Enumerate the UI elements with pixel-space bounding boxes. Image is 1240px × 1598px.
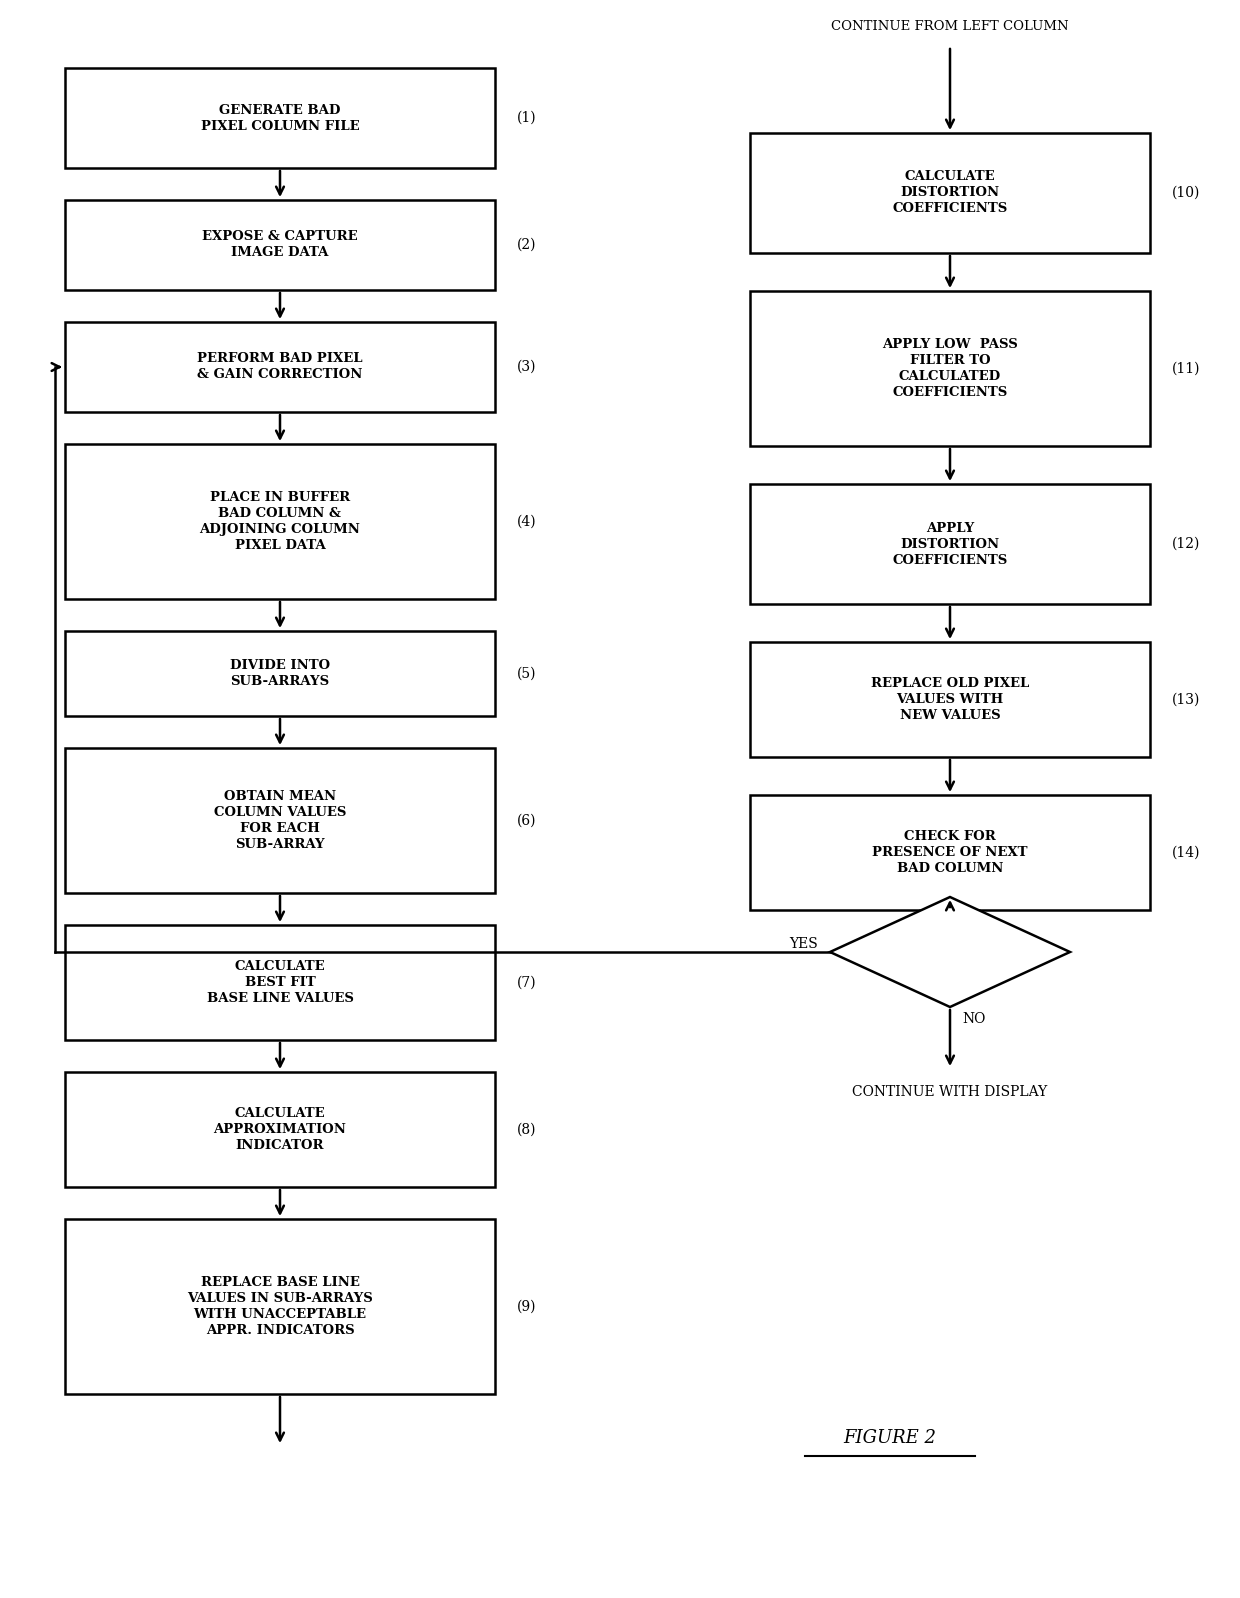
FancyBboxPatch shape	[750, 642, 1149, 757]
Text: PERFORM BAD PIXEL
& GAIN CORRECTION: PERFORM BAD PIXEL & GAIN CORRECTION	[197, 353, 363, 382]
Text: (13): (13)	[1172, 692, 1200, 706]
FancyBboxPatch shape	[750, 133, 1149, 252]
Text: (3): (3)	[517, 360, 537, 374]
Text: (8): (8)	[517, 1122, 537, 1136]
Text: APPLY LOW  PASS
FILTER TO
CALCULATED
COEFFICIENTS: APPLY LOW PASS FILTER TO CALCULATED COEF…	[882, 339, 1018, 400]
Text: OBTAIN MEAN
COLUMN VALUES
FOR EACH
SUB-ARRAY: OBTAIN MEAN COLUMN VALUES FOR EACH SUB-A…	[213, 789, 346, 852]
Text: (11): (11)	[1172, 361, 1200, 376]
FancyBboxPatch shape	[64, 69, 495, 168]
Text: CHECK FOR
PRESENCE OF NEXT
BAD COLUMN: CHECK FOR PRESENCE OF NEXT BAD COLUMN	[872, 829, 1028, 876]
Polygon shape	[830, 896, 1070, 1007]
Text: (4): (4)	[517, 515, 537, 529]
Text: (6): (6)	[517, 813, 537, 828]
FancyBboxPatch shape	[750, 794, 1149, 909]
Text: CALCULATE
APPROXIMATION
INDICATOR: CALCULATE APPROXIMATION INDICATOR	[213, 1107, 346, 1152]
Text: (1): (1)	[517, 110, 537, 125]
Text: (7): (7)	[517, 975, 537, 989]
FancyBboxPatch shape	[64, 631, 495, 716]
Text: (9): (9)	[517, 1299, 537, 1314]
Text: (5): (5)	[517, 666, 537, 681]
FancyBboxPatch shape	[64, 444, 495, 599]
Text: (10): (10)	[1172, 185, 1200, 200]
FancyBboxPatch shape	[64, 748, 495, 893]
FancyBboxPatch shape	[750, 484, 1149, 604]
Text: (14): (14)	[1172, 845, 1200, 860]
Text: CONTINUE WITH DISPLAY: CONTINUE WITH DISPLAY	[852, 1085, 1048, 1099]
Text: YES: YES	[789, 936, 818, 951]
Text: GENERATE BAD
PIXEL COLUMN FILE: GENERATE BAD PIXEL COLUMN FILE	[201, 104, 360, 133]
Text: DIVIDE INTO
SUB-ARRAYS: DIVIDE INTO SUB-ARRAYS	[229, 658, 330, 689]
Text: APPLY
DISTORTION
COEFFICIENTS: APPLY DISTORTION COEFFICIENTS	[893, 521, 1008, 567]
Text: FIGURE 2: FIGURE 2	[843, 1429, 936, 1448]
Text: (12): (12)	[1172, 537, 1200, 551]
FancyBboxPatch shape	[64, 323, 495, 412]
FancyBboxPatch shape	[64, 1072, 495, 1187]
Text: REPLACE OLD PIXEL
VALUES WITH
NEW VALUES: REPLACE OLD PIXEL VALUES WITH NEW VALUES	[870, 678, 1029, 722]
FancyBboxPatch shape	[750, 291, 1149, 446]
FancyBboxPatch shape	[64, 1219, 495, 1393]
Text: EXPOSE & CAPTURE
IMAGE DATA: EXPOSE & CAPTURE IMAGE DATA	[202, 230, 358, 259]
Text: CALCULATE
BEST FIT
BASE LINE VALUES: CALCULATE BEST FIT BASE LINE VALUES	[207, 960, 353, 1005]
Text: PLACE IN BUFFER
BAD COLUMN &
ADJOINING COLUMN
PIXEL DATA: PLACE IN BUFFER BAD COLUMN & ADJOINING C…	[200, 491, 361, 551]
FancyBboxPatch shape	[64, 200, 495, 289]
Text: (2): (2)	[517, 238, 537, 252]
Text: CALCULATE
DISTORTION
COEFFICIENTS: CALCULATE DISTORTION COEFFICIENTS	[893, 171, 1008, 216]
Text: CONTINUE FROM LEFT COLUMN: CONTINUE FROM LEFT COLUMN	[831, 19, 1069, 32]
FancyBboxPatch shape	[64, 925, 495, 1040]
Text: REPLACE BASE LINE
VALUES IN SUB-ARRAYS
WITH UNACCEPTABLE
APPR. INDICATORS: REPLACE BASE LINE VALUES IN SUB-ARRAYS W…	[187, 1275, 373, 1338]
Text: NO: NO	[962, 1012, 986, 1026]
